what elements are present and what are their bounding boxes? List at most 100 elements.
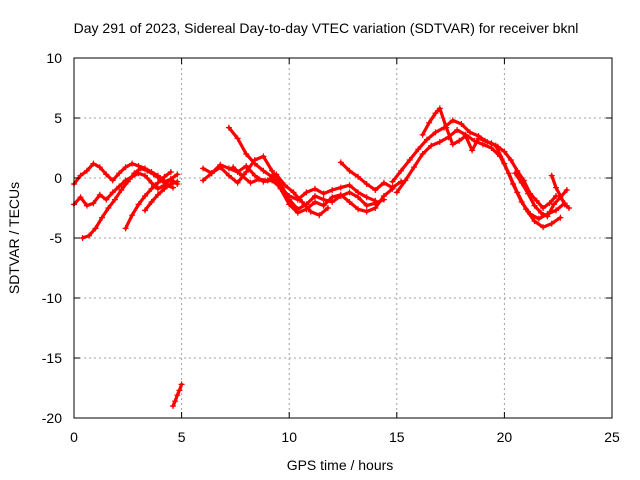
data-point xyxy=(286,201,293,208)
data-point xyxy=(170,184,176,191)
data-point xyxy=(337,191,344,198)
data-point xyxy=(540,224,547,231)
data-point xyxy=(443,124,450,131)
data-point xyxy=(406,157,413,163)
data-point xyxy=(563,187,570,193)
data-point xyxy=(320,202,327,209)
data-point xyxy=(137,165,144,172)
data-point xyxy=(535,215,542,222)
data-point xyxy=(129,160,136,167)
data-point xyxy=(475,135,482,142)
data-point xyxy=(467,129,473,136)
data-point xyxy=(389,184,396,191)
data-point xyxy=(372,205,379,211)
data-point xyxy=(273,171,280,178)
data-point xyxy=(230,164,237,171)
x-tick-label: 25 xyxy=(604,429,620,445)
data-point xyxy=(77,194,84,201)
data-point xyxy=(533,197,540,204)
data-point xyxy=(531,218,538,225)
data-point xyxy=(99,214,105,221)
data-point xyxy=(260,167,267,174)
data-point xyxy=(423,136,430,143)
x-tick-label: 20 xyxy=(497,429,513,445)
data-point xyxy=(557,193,564,199)
data-point xyxy=(122,225,129,232)
data-point xyxy=(389,178,396,185)
x-axis-label: GPS time / hours xyxy=(287,457,394,473)
data-point xyxy=(142,193,148,199)
axis-ticks: 0 5 10 15 20 25 -20 -15 -10 -5 0 5 10 xyxy=(42,50,620,445)
data-point xyxy=(482,137,488,144)
data-point xyxy=(512,170,519,177)
data-point xyxy=(479,141,486,148)
data-point xyxy=(77,172,84,179)
data-point xyxy=(355,189,362,196)
data-point xyxy=(103,196,110,203)
data-point xyxy=(432,110,439,117)
series-arc-h xyxy=(200,161,379,204)
series-arc-f xyxy=(170,381,185,409)
data-point xyxy=(234,179,241,186)
data-point xyxy=(557,214,564,221)
data-point xyxy=(225,172,232,179)
series-arc-m xyxy=(393,127,564,231)
data-point xyxy=(161,185,168,192)
data-point xyxy=(337,159,344,166)
grid-lines xyxy=(74,58,612,418)
data-point xyxy=(103,171,110,178)
data-point xyxy=(243,163,250,169)
y-tick-label: -20 xyxy=(42,410,62,426)
data-point xyxy=(561,201,568,208)
series-line xyxy=(339,160,403,192)
data-point xyxy=(172,398,179,405)
data-point xyxy=(178,381,185,388)
data-point xyxy=(92,225,99,232)
data-point xyxy=(90,200,97,207)
data-point xyxy=(269,167,275,174)
series-arc-p xyxy=(548,172,572,211)
y-axis-label: SDTVAR / TECUs xyxy=(6,182,22,294)
data-point xyxy=(260,153,267,160)
data-point xyxy=(111,196,118,203)
data-point xyxy=(225,165,232,172)
data-point xyxy=(238,172,245,179)
data-point xyxy=(469,147,476,154)
data-point xyxy=(329,187,336,193)
data-point xyxy=(494,143,501,150)
data-point xyxy=(243,169,250,175)
data-point xyxy=(355,173,362,180)
data-point xyxy=(363,181,370,187)
data-point xyxy=(174,392,181,399)
data-point xyxy=(544,213,551,220)
data-point xyxy=(131,170,138,177)
data-point xyxy=(105,205,112,211)
data-point xyxy=(148,185,155,192)
series-arc-c xyxy=(79,165,176,241)
data-point xyxy=(329,194,336,201)
data-point xyxy=(428,142,435,149)
data-point xyxy=(312,199,318,205)
data-point xyxy=(303,189,310,196)
data-point xyxy=(449,117,456,124)
data-point xyxy=(312,193,318,199)
data-point xyxy=(462,133,469,139)
data-point xyxy=(432,129,439,136)
data-point xyxy=(363,202,370,209)
data-point xyxy=(488,140,495,147)
data-point xyxy=(415,146,422,153)
data-point xyxy=(456,137,463,144)
data-point xyxy=(458,121,465,127)
data-point xyxy=(372,187,379,193)
data-point xyxy=(225,124,232,131)
data-point xyxy=(161,173,168,180)
data-point xyxy=(426,119,433,126)
data-point xyxy=(507,157,514,163)
data-point xyxy=(148,199,155,205)
data-point xyxy=(148,179,155,186)
data-point xyxy=(200,165,207,172)
data-point xyxy=(83,202,90,209)
data-point xyxy=(307,208,314,215)
data-point xyxy=(129,212,136,219)
